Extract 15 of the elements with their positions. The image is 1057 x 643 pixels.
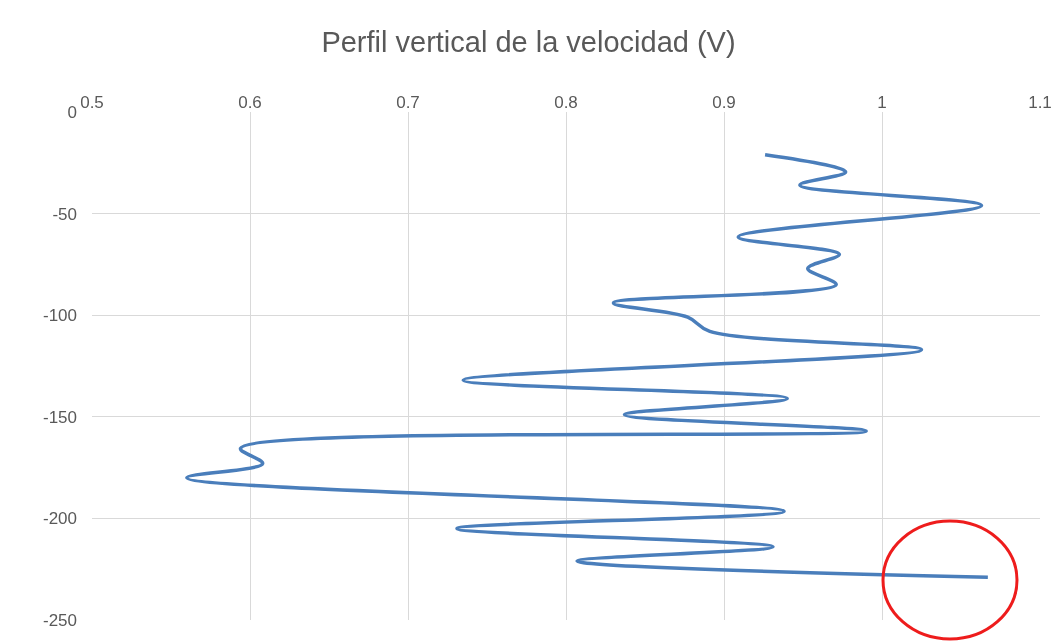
x-tick-label: 1 xyxy=(877,92,887,112)
x-tick-label: 0.6 xyxy=(238,92,262,112)
x-tick-label: 0.8 xyxy=(554,92,578,112)
y-tick-label: -100 xyxy=(42,306,77,326)
line-series xyxy=(185,152,990,580)
y-tick-label: -150 xyxy=(42,407,77,427)
x-tick-label: 0.5 xyxy=(80,92,104,112)
x-tick-label: 0.9 xyxy=(712,92,736,112)
x-tick-label: 0.7 xyxy=(396,92,420,112)
chart-title: Perfil vertical de la velocidad (V) xyxy=(321,26,736,59)
y-tick-label: 0 xyxy=(67,102,77,122)
y-tick-label: -250 xyxy=(42,610,77,630)
y-tick-label: -200 xyxy=(42,509,77,529)
x-tick-label: 1.1 xyxy=(1028,92,1052,112)
y-tick-label: -50 xyxy=(52,204,77,224)
